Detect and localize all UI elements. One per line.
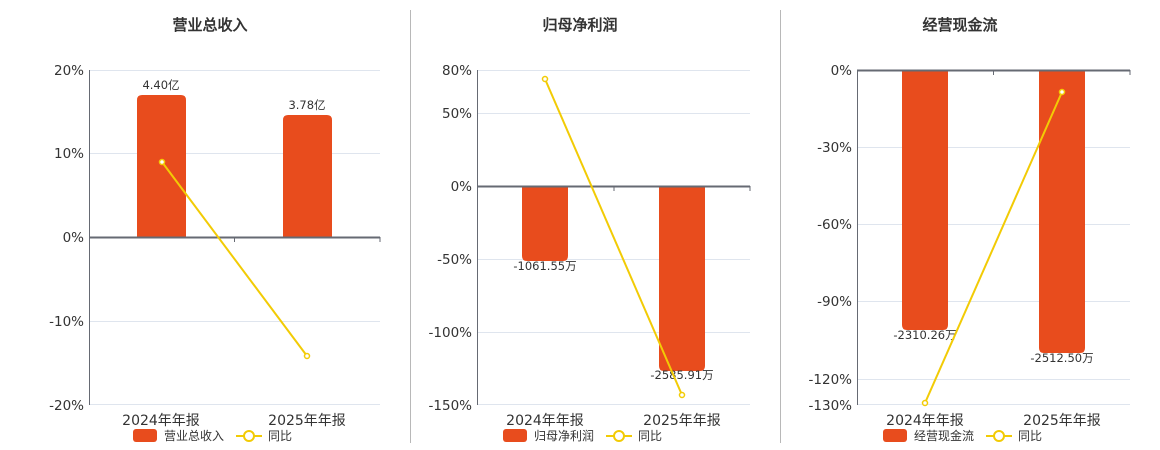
y-tick: -100% — [429, 325, 473, 341]
legend-line-label[interactable]: 同比 — [268, 429, 293, 443]
y-tick: -130% — [809, 398, 853, 414]
legend-line-label[interactable]: 同比 — [1018, 429, 1043, 443]
legend-bar-label[interactable]: 营业总收入 — [164, 429, 225, 443]
y-tick: -120% — [809, 372, 853, 388]
data-label: -2585.91万 — [650, 368, 713, 382]
x-label: 2025年年报 — [1023, 413, 1101, 429]
x-label: 2024年年报 — [506, 413, 584, 429]
line-point[interactable] — [541, 75, 549, 83]
data-label: -2512.50万 — [1030, 351, 1093, 365]
legend-bar-swatch[interactable] — [503, 429, 527, 442]
bar[interactable] — [137, 95, 186, 237]
legend-bar-swatch[interactable] — [883, 429, 907, 442]
legend: 经营现金流 同比 — [883, 427, 1042, 444]
chart-net-profit-plot: 80% 50% 0% -50% -100% -150% -1061.55万 -2… — [429, 63, 751, 429]
y-tick: -30% — [817, 140, 852, 156]
x-label: 2025年年报 — [643, 413, 721, 429]
bar[interactable] — [659, 186, 705, 371]
divider — [410, 10, 411, 443]
legend-line-label[interactable]: 同比 — [638, 429, 663, 443]
chart-revenue-plot: 20% 10% 0% -10% -20% 4.40亿 3.78亿 2024年年报… — [49, 63, 381, 429]
bar[interactable] — [522, 186, 568, 261]
y-tick: -150% — [429, 398, 473, 414]
chart-revenue: 营业总收入 20% 10% 0% -10% -20% 4.40亿 3.78亿 2… — [0, 0, 400, 450]
legend-line-icon[interactable] — [606, 429, 633, 442]
line-point[interactable] — [921, 399, 929, 407]
y-tick: 50% — [442, 106, 472, 122]
legend-bar-label[interactable]: 经营现金流 — [914, 429, 975, 443]
data-label: 4.40亿 — [142, 78, 179, 92]
line-point[interactable] — [1058, 88, 1066, 96]
legend-line-icon[interactable] — [986, 429, 1013, 442]
y-tick: 0% — [63, 230, 85, 246]
bar[interactable] — [1039, 70, 1085, 353]
y-tick: 80% — [442, 63, 472, 79]
legend-line-icon[interactable] — [236, 429, 263, 442]
bar[interactable] — [283, 115, 332, 237]
chart-title: 营业总收入 — [172, 16, 248, 34]
legend-bar-label[interactable]: 归母净利润 — [534, 429, 595, 443]
legend: 营业总收入 同比 — [133, 427, 292, 444]
legend: 归母净利润 同比 — [503, 427, 662, 444]
divider — [780, 10, 781, 443]
y-tick: -60% — [817, 217, 852, 233]
y-tick: -50% — [437, 252, 472, 268]
bar[interactable] — [902, 70, 948, 330]
legend-bar-swatch[interactable] — [133, 429, 157, 442]
y-tick: 0% — [451, 179, 473, 195]
x-label: 2024年年报 — [122, 413, 200, 429]
chart-net-profit: 归母净利润 80% 50% 0% -50% -100% -150% -1061.… — [429, 16, 751, 444]
y-tick: 10% — [54, 146, 84, 162]
x-label: 2024年年报 — [886, 413, 964, 429]
line-point[interactable] — [158, 158, 166, 166]
data-label: -2310.26万 — [893, 328, 956, 342]
line-point[interactable] — [678, 391, 686, 399]
y-tick: 0% — [831, 63, 853, 79]
chart-title: 归母净利润 — [542, 16, 618, 34]
y-tick: -90% — [817, 294, 852, 310]
y-tick: -10% — [49, 314, 84, 330]
data-label: 3.78亿 — [288, 98, 325, 112]
y-tick: 20% — [54, 63, 84, 79]
y-tick: -20% — [49, 398, 84, 414]
chart-title: 经营现金流 — [922, 16, 998, 34]
data-label: -1061.55万 — [513, 259, 576, 273]
line-point[interactable] — [303, 352, 311, 360]
x-label: 2025年年报 — [268, 413, 346, 429]
